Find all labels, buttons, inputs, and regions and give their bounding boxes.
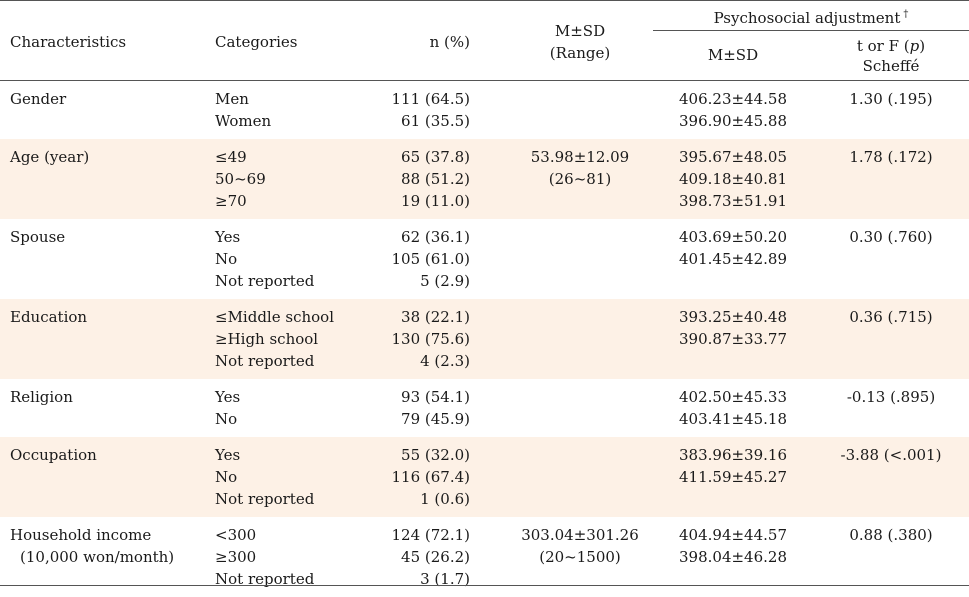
category-label: ≤Middle school bbox=[215, 308, 334, 326]
header-msd-range-line1: M±SD bbox=[554, 22, 606, 40]
category-label: Women bbox=[215, 112, 272, 130]
stat-value: 0.88 (.380) bbox=[849, 526, 933, 544]
adjustment-msd-value: 396.90±45.88 bbox=[679, 112, 787, 130]
stat-value: 0.30 (.760) bbox=[849, 228, 933, 246]
header-bottom-rule bbox=[0, 80, 969, 81]
category-label: ≥70 bbox=[215, 192, 247, 210]
adjustment-msd-value: 409.18±40.81 bbox=[679, 170, 787, 188]
n-pct-value: 5 (2.9) bbox=[420, 272, 470, 290]
table-row bbox=[0, 437, 969, 517]
table-row bbox=[0, 299, 969, 379]
characteristic-label: Education bbox=[10, 308, 88, 326]
n-pct-value: 1 (0.6) bbox=[420, 490, 470, 508]
n-pct-value: 62 (36.1) bbox=[401, 228, 470, 246]
n-pct-value: 45 (26.2) bbox=[401, 548, 470, 566]
adjustment-msd-value: 395.67±48.05 bbox=[679, 148, 787, 166]
category-label: Yes bbox=[215, 446, 241, 464]
adjustment-msd-value: 393.25±40.48 bbox=[679, 308, 787, 326]
n-pct-value: 130 (75.6) bbox=[391, 330, 470, 348]
n-pct-value: 3 (1.7) bbox=[420, 570, 470, 588]
msd-range-value: (26~81) bbox=[548, 170, 612, 188]
category-label: Not reported bbox=[215, 352, 315, 370]
header-categories: Categories bbox=[215, 33, 298, 51]
header-msd-range-line2: (Range) bbox=[549, 44, 611, 62]
category-label: Men bbox=[215, 90, 249, 108]
n-pct-value: 124 (72.1) bbox=[391, 526, 470, 544]
category-label: Not reported bbox=[215, 272, 315, 290]
category-label: Yes bbox=[215, 388, 241, 406]
adjustment-msd-value: 403.69±50.20 bbox=[679, 228, 787, 246]
adjustment-msd-value: 406.23±44.58 bbox=[679, 90, 787, 108]
category-label: No bbox=[215, 468, 238, 486]
stat-value: 1.78 (.172) bbox=[849, 148, 933, 166]
characteristic-label: Age (year) bbox=[10, 148, 90, 166]
adjustment-msd-value: 402.50±45.33 bbox=[679, 388, 787, 406]
table-top-rule bbox=[0, 0, 969, 1]
category-label: No bbox=[215, 250, 238, 268]
category-label: Not reported bbox=[215, 490, 315, 508]
n-pct-value: 55 (32.0) bbox=[401, 446, 470, 464]
stat-value: -0.13 (.895) bbox=[846, 388, 936, 406]
n-pct-value: 65 (37.8) bbox=[401, 148, 470, 166]
n-pct-value: 4 (2.3) bbox=[420, 352, 470, 370]
header-scheffe: Scheffé bbox=[862, 57, 920, 75]
header-t-or-f-prefix: t or F ( bbox=[856, 37, 910, 55]
characteristic-label: Occupation bbox=[10, 446, 97, 464]
adjustment-msd-value: 398.73±51.91 bbox=[679, 192, 787, 210]
msd-range-value: 303.04±301.26 bbox=[521, 526, 639, 544]
characteristic-label: (10,000 won/month) bbox=[20, 548, 175, 566]
header-psychosocial-label: Psychosocial adjustment bbox=[713, 9, 901, 27]
header-t-or-f: t or F (p) bbox=[813, 35, 969, 57]
n-pct-value: 88 (51.2) bbox=[401, 170, 470, 188]
adjustment-msd-value: 398.04±46.28 bbox=[679, 548, 787, 566]
characteristic-label: Household income bbox=[10, 526, 152, 544]
table-row bbox=[0, 139, 969, 219]
category-label: No bbox=[215, 410, 238, 428]
adjustment-msd-value: 404.94±44.57 bbox=[679, 526, 787, 544]
n-pct-value: 116 (67.4) bbox=[391, 468, 470, 486]
header-characteristics: Characteristics bbox=[10, 33, 127, 51]
header-adjustment-msd: M±SD bbox=[707, 46, 759, 64]
adjustment-msd-value: 403.41±45.18 bbox=[679, 410, 787, 428]
category-label: ≥High school bbox=[215, 330, 319, 348]
header-p-italic: p bbox=[909, 37, 920, 55]
stat-value: -3.88 (<.001) bbox=[840, 446, 942, 464]
category-label: <300 bbox=[215, 526, 257, 544]
category-label: Not reported bbox=[215, 570, 315, 588]
n-pct-value: 93 (54.1) bbox=[401, 388, 470, 406]
stat-value: 0.36 (.715) bbox=[849, 308, 933, 326]
stat-value: 1.30 (.195) bbox=[849, 90, 933, 108]
msd-range-value: 53.98±12.09 bbox=[530, 148, 630, 166]
n-pct-value: 61 (35.5) bbox=[401, 112, 470, 130]
header-n-pct: n (%) bbox=[429, 33, 470, 51]
n-pct-value: 19 (11.0) bbox=[401, 192, 470, 210]
n-pct-value: 105 (61.0) bbox=[391, 250, 470, 268]
adjustment-msd-value: 401.45±42.89 bbox=[679, 250, 787, 268]
category-label: ≤49 bbox=[215, 148, 247, 166]
n-pct-value: 111 (64.5) bbox=[391, 90, 470, 108]
category-label: Yes bbox=[215, 228, 241, 246]
category-label: 50~69 bbox=[215, 170, 266, 188]
category-label: ≥300 bbox=[215, 548, 257, 566]
characteristic-label: Gender bbox=[10, 90, 67, 108]
header-psychosocial-adjustment: Psychosocial adjustment † bbox=[653, 4, 969, 29]
header-t-or-f-suffix: ) bbox=[919, 37, 926, 55]
n-pct-value: 79 (45.9) bbox=[401, 410, 470, 428]
msd-range-value: (20~1500) bbox=[539, 548, 621, 566]
adjustment-msd-value: 390.87±33.77 bbox=[679, 330, 787, 348]
adjustment-msd-value: 383.96±39.16 bbox=[679, 446, 787, 464]
header-sub-rule bbox=[653, 30, 969, 31]
adjustment-msd-value: 411.59±45.27 bbox=[679, 468, 787, 486]
characteristic-label: Religion bbox=[10, 388, 73, 406]
characteristic-label: Spouse bbox=[10, 228, 66, 246]
n-pct-value: 38 (22.1) bbox=[401, 308, 470, 326]
header-dagger-mark: † bbox=[903, 9, 909, 20]
